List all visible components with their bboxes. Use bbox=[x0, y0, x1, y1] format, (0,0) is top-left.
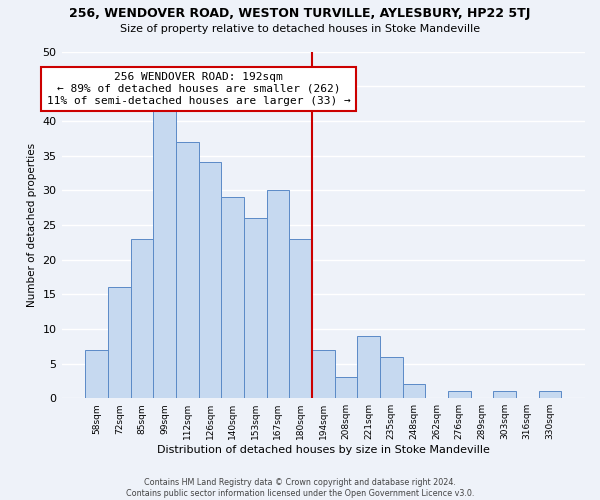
Text: 256, WENDOVER ROAD, WESTON TURVILLE, AYLESBURY, HP22 5TJ: 256, WENDOVER ROAD, WESTON TURVILLE, AYL… bbox=[70, 8, 530, 20]
Bar bbox=[335, 378, 357, 398]
Bar bbox=[380, 356, 403, 398]
Text: Contains HM Land Registry data © Crown copyright and database right 2024.
Contai: Contains HM Land Registry data © Crown c… bbox=[126, 478, 474, 498]
Bar bbox=[85, 350, 108, 398]
Bar bbox=[154, 107, 176, 398]
Bar bbox=[244, 218, 266, 398]
Bar bbox=[131, 238, 154, 398]
Bar bbox=[221, 197, 244, 398]
Text: Size of property relative to detached houses in Stoke Mandeville: Size of property relative to detached ho… bbox=[120, 24, 480, 34]
Bar bbox=[403, 384, 425, 398]
Bar bbox=[312, 350, 335, 398]
Bar bbox=[493, 392, 516, 398]
X-axis label: Distribution of detached houses by size in Stoke Mandeville: Distribution of detached houses by size … bbox=[157, 445, 490, 455]
Bar bbox=[199, 162, 221, 398]
Bar bbox=[108, 288, 131, 398]
Bar bbox=[357, 336, 380, 398]
Text: 256 WENDOVER ROAD: 192sqm
← 89% of detached houses are smaller (262)
11% of semi: 256 WENDOVER ROAD: 192sqm ← 89% of detac… bbox=[47, 72, 350, 106]
Bar bbox=[176, 142, 199, 398]
Bar bbox=[539, 392, 561, 398]
Bar bbox=[289, 238, 312, 398]
Y-axis label: Number of detached properties: Number of detached properties bbox=[27, 143, 37, 307]
Bar bbox=[266, 190, 289, 398]
Bar bbox=[448, 392, 470, 398]
